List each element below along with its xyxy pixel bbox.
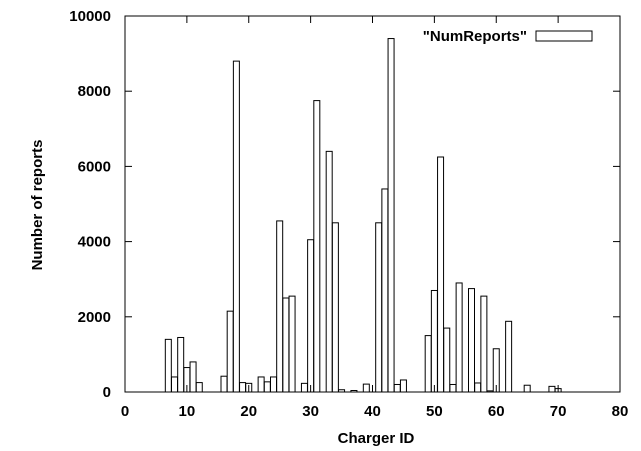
bar <box>430 289 438 393</box>
bar <box>288 295 296 393</box>
bar <box>375 222 383 393</box>
bar <box>474 382 482 393</box>
bar <box>257 376 265 393</box>
bar <box>307 239 315 393</box>
x-tick-label: 30 <box>302 403 319 420</box>
bar <box>449 383 457 393</box>
bar <box>455 282 463 393</box>
x-axis-label: Charger ID <box>338 430 415 447</box>
bar <box>393 383 401 393</box>
x-tick-label: 20 <box>240 403 257 420</box>
bar <box>399 379 407 393</box>
tick-labels-group: 0 10 20 30 40 50 60 70 80 0 2000 4000 6000 8000 10000 <box>69 8 628 420</box>
x-tick-label: 60 <box>488 403 505 420</box>
bar <box>226 310 234 393</box>
bar <box>548 385 556 393</box>
bar <box>387 38 395 393</box>
x-tick-label: 40 <box>364 403 381 420</box>
bar <box>443 327 451 393</box>
bar <box>282 297 290 393</box>
y-tick-label: 4000 <box>78 234 111 251</box>
bar <box>313 100 321 393</box>
bar <box>164 338 172 393</box>
bar <box>232 60 240 393</box>
bar <box>270 376 277 393</box>
x-tick-label: 10 <box>179 403 196 420</box>
legend: "NumReports" <box>423 28 593 45</box>
bar <box>362 383 370 393</box>
bar <box>177 336 185 393</box>
y-tick-label: 2000 <box>78 309 111 326</box>
x-tick-label: 70 <box>550 403 567 420</box>
y-tick-label: 0 <box>103 384 111 401</box>
legend-swatch <box>535 30 593 42</box>
bar <box>195 382 203 393</box>
ticks-group <box>124 15 621 393</box>
x-tick-label: 50 <box>426 403 443 420</box>
x-tick-label: 0 <box>121 403 129 420</box>
bar <box>424 335 432 393</box>
bar <box>331 222 339 393</box>
bar <box>171 376 178 393</box>
bar <box>263 381 271 393</box>
bar <box>468 288 475 393</box>
bar <box>325 150 333 393</box>
y-axis-label: Number of reports <box>29 140 46 271</box>
bar <box>437 156 445 393</box>
x-tick-label: 80 <box>612 403 629 420</box>
bar <box>523 384 531 393</box>
y-tick-label: 10000 <box>69 8 111 25</box>
bar <box>300 382 308 393</box>
bar <box>480 295 488 393</box>
y-tick-label: 8000 <box>78 83 111 100</box>
y-tick-label: 6000 <box>78 158 111 175</box>
bar <box>276 220 284 393</box>
bars-group <box>164 38 562 393</box>
bar <box>189 361 197 393</box>
legend-label: "NumReports" <box>423 28 527 45</box>
bar <box>381 188 389 393</box>
bar <box>239 382 247 393</box>
plot-frame <box>124 15 621 393</box>
bar <box>505 320 513 393</box>
bar <box>220 375 228 393</box>
